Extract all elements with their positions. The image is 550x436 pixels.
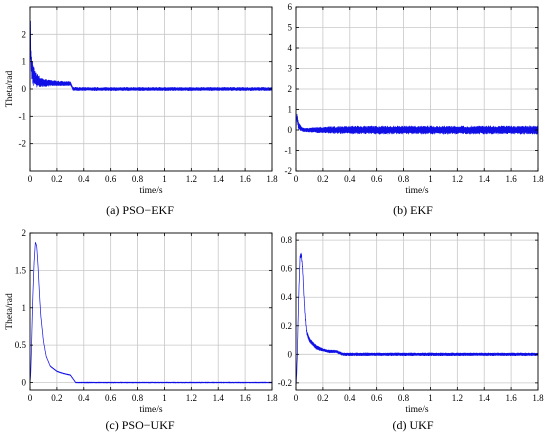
x-tick-label: 1.6 — [505, 393, 517, 403]
y-tick-label: 1 — [22, 57, 27, 67]
x-tick-label: 1.2 — [186, 174, 197, 184]
x-tick-label: 0.2 — [317, 174, 328, 184]
x-tick-label: 0 — [294, 393, 299, 403]
y-tick-label: 4 — [288, 43, 293, 53]
y-tick-label: 0.2 — [281, 321, 292, 331]
y-tick-label: 0 — [288, 349, 293, 359]
x-tick-label: 0.2 — [51, 174, 62, 184]
y-tick-label: 0 — [22, 378, 27, 388]
y-axis-label: Theta/rad — [5, 293, 15, 330]
y-tick-label: 0.6 — [281, 264, 293, 274]
x-tick-label: 1 — [162, 393, 167, 403]
x-tick-label: 1.8 — [532, 393, 544, 403]
x-axis-label: time/s — [139, 405, 163, 415]
y-tick-label: 0.8 — [281, 235, 293, 245]
x-tick-label: 0.6 — [105, 393, 117, 403]
x-tick-label: 1.2 — [186, 393, 197, 403]
y-tick-label: 0 — [22, 84, 27, 94]
y-tick-label: 0.4 — [281, 292, 293, 302]
x-tick-label: 1.4 — [213, 393, 225, 403]
y-tick-label: -0.2 — [278, 378, 292, 388]
x-tick-label: 1.8 — [266, 174, 278, 184]
x-tick-label: 1 — [162, 174, 167, 184]
y-tick-label: 5 — [288, 23, 293, 33]
axes-frame — [29, 232, 273, 391]
x-tick-label: 0.8 — [132, 393, 144, 403]
x-tick-label: 0.6 — [371, 174, 383, 184]
x-tick-label: 0.4 — [344, 393, 356, 403]
x-axis-label: time/s — [405, 186, 429, 196]
chart-caption: (c) PSO−UKF — [105, 418, 174, 432]
plot-area — [296, 233, 538, 390]
y-tick-label: 6 — [288, 2, 293, 12]
axes-frame — [295, 232, 539, 391]
chart-caption: (d) UKF — [393, 418, 434, 432]
x-axis-label: time/s — [405, 405, 429, 415]
y-tick-label: 2 — [22, 29, 27, 39]
x-tick-label: 1.2 — [452, 393, 463, 403]
x-tick-label: 0 — [294, 174, 299, 184]
series-line-0 — [29, 242, 273, 384]
x-tick-label: 1 — [428, 393, 433, 403]
x-tick-label: 1.4 — [213, 174, 225, 184]
y-tick-label: 2 — [22, 228, 27, 238]
x-tick-label: 0.6 — [371, 393, 383, 403]
y-tick-label: 0 — [288, 125, 293, 135]
y-tick-label: -1 — [285, 146, 293, 156]
x-tick-label: 1.8 — [532, 174, 544, 184]
x-tick-label: 0.2 — [317, 393, 328, 403]
series-line-0 — [29, 20, 273, 91]
y-axis-label: Theta/rad — [5, 71, 15, 108]
x-tick-label: 0.8 — [132, 174, 144, 184]
y-tick-label: -2 — [19, 139, 27, 149]
x-tick-label: 0.6 — [105, 174, 117, 184]
x-tick-label: 0.4 — [344, 174, 356, 184]
chart-caption: (a) PSO−EKF — [106, 203, 174, 217]
x-tick-label: 1.2 — [452, 174, 463, 184]
chart-panel-d: 0 0.2 0.4 0.6 0.8 1 1.2 1.4 1.6 1.8-0.200.20.40.6… — [278, 232, 544, 432]
y-tick-label: 2 — [288, 84, 293, 94]
y-tick-label: 1.5 — [15, 265, 27, 275]
chart-panel-a: 0 0.2 0.4 0.6 0.8 1 1.2 1.4 1.6 1.8 -2 -1 0 1 2 time/s T… — [5, 6, 278, 217]
x-tick-label: 0.8 — [398, 174, 410, 184]
x-tick-label: 1.6 — [239, 393, 251, 403]
x-tick-label: 0.4 — [78, 393, 90, 403]
x-tick-label: 0.8 — [398, 393, 410, 403]
x-tick-label: 0.2 — [51, 393, 62, 403]
x-tick-label: 0 — [28, 174, 33, 184]
y-tick-label: 3 — [288, 64, 293, 74]
y-tick-label: 1 — [22, 303, 27, 313]
x-axis-label: time/s — [139, 186, 163, 196]
chart-panel-c: 0 0.2 0.4 0.6 0.8 1 1.2 1.4 1.6 1.8 0 0.5 1 1.5 2 time/… — [5, 228, 278, 432]
x-tick-label: 1 — [428, 174, 433, 184]
x-tick-label: 1.6 — [505, 174, 517, 184]
chart-panel-b: 0 0.2 0.4 0.6 0.8 1 1.2 1.4 1.6 1.8 -2 -1 0 1 2 3 4 5 6 tim… — [285, 2, 545, 217]
x-tick-label: 1.4 — [479, 174, 491, 184]
x-tick-label: 0 — [28, 393, 33, 403]
x-tick-label: 0.4 — [78, 174, 90, 184]
chart-caption: (b) EKF — [393, 203, 433, 217]
x-tick-label: 1.6 — [239, 174, 251, 184]
y-tick-label: -1 — [19, 111, 27, 121]
x-tick-label: 1.4 — [479, 393, 491, 403]
y-tick-label: -2 — [285, 166, 293, 176]
y-tick-label: 1 — [288, 105, 293, 115]
plot-area — [30, 233, 272, 390]
y-tick-label: 0.5 — [15, 340, 27, 350]
series-line-0 — [295, 113, 539, 135]
x-tick-label: 1.8 — [266, 393, 278, 403]
series-line-0 — [295, 252, 539, 386]
